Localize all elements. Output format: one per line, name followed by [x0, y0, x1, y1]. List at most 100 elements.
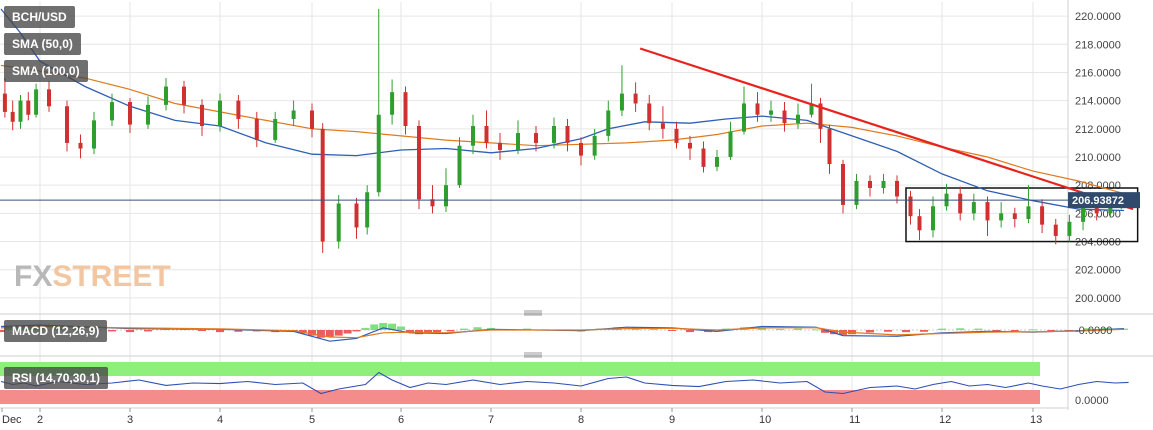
candle-body: [182, 86, 186, 105]
x-tick-label: 12: [939, 414, 951, 426]
candle-body: [376, 114, 381, 193]
candle-body: [728, 131, 733, 157]
candle-body: [854, 180, 859, 205]
macd-histogram-bar: [460, 328, 468, 330]
candle-body: [236, 100, 241, 119]
macd-histogram-bar: [379, 323, 388, 330]
candle-body: [390, 92, 395, 115]
candle-body: [146, 104, 150, 125]
macd-histogram-bar: [992, 330, 1001, 332]
macd-histogram-bar: [343, 330, 352, 334]
macd-histogram-bar: [866, 330, 874, 333]
rsi-oversold-zone: [0, 390, 1040, 404]
rsi-label[interactable]: RSI (14,70,30,1): [4, 367, 109, 389]
macd-histogram-bar: [902, 330, 910, 333]
candle-body: [498, 142, 502, 150]
candle-body: [818, 103, 823, 129]
x-tick-label: 11: [849, 414, 860, 426]
macd-histogram-bar: [308, 330, 316, 336]
candle-body: [92, 120, 96, 149]
macd-histogram-bar: [424, 330, 432, 334]
candle-body: [742, 103, 746, 132]
macd-histogram-bar: [334, 330, 343, 336]
candle-body: [26, 100, 31, 115]
macd-histogram-bar: [446, 330, 455, 332]
candle-body: [1026, 206, 1031, 219]
candle-body: [809, 103, 814, 115]
x-tick-label: 2: [37, 414, 43, 426]
candle-body: [868, 180, 872, 188]
macd-histogram-bar: [144, 330, 152, 332]
x-tick-label: 6: [398, 414, 404, 426]
candle-body: [1040, 206, 1045, 225]
macd-label[interactable]: MACD (12,26,9): [4, 320, 108, 342]
macd-histogram-bar: [812, 329, 820, 331]
y-tick-label: 212.0000: [1075, 124, 1121, 136]
macd-histogram-bar: [325, 330, 334, 337]
candle-body: [958, 193, 963, 214]
x-tick-label: 7: [488, 414, 494, 426]
candle-body: [444, 185, 448, 207]
candle-body: [254, 118, 259, 141]
y-tick-label: 202.0000: [1075, 265, 1121, 277]
macd-histogram-bar: [1029, 329, 1037, 331]
candle-body: [908, 196, 913, 217]
candle-body: [1108, 203, 1113, 214]
macd-histogram-bar: [649, 328, 658, 330]
candle-body: [403, 92, 408, 126]
candle-body: [619, 93, 624, 111]
x-tick-label: 9: [669, 414, 675, 426]
y-tick-label: 216.0000: [1075, 67, 1121, 79]
candle-body: [273, 118, 278, 141]
macd-histogram-bar: [920, 330, 928, 332]
macd-histogram-bar: [388, 323, 397, 330]
candle-body: [647, 103, 652, 124]
candle-body: [660, 123, 665, 129]
candle-body: [971, 202, 976, 214]
candle-body: [291, 110, 296, 119]
y-tick-label: 200.0000: [1075, 293, 1121, 305]
candle-body: [128, 102, 132, 125]
candle-body: [579, 142, 583, 156]
candle-body: [715, 157, 719, 167]
macd-histogram-bar: [198, 330, 206, 332]
candle-body: [552, 126, 556, 143]
candle-body: [110, 102, 114, 121]
macd-histogram-bar: [956, 328, 965, 330]
macd-y-tick: -0.0000: [1075, 325, 1112, 337]
trendline: [639, 47, 1134, 211]
range-box: [905, 187, 1139, 243]
x-tick-label: 13: [1030, 414, 1042, 426]
x-tick-label: 5: [309, 414, 315, 426]
macd-histogram-bar: [370, 324, 379, 330]
candle-body: [2, 93, 7, 112]
candle-body: [534, 133, 538, 143]
macd-histogram-bar: [758, 328, 766, 330]
candle-body: [999, 213, 1004, 221]
candle-body: [1067, 221, 1072, 236]
candle-body: [417, 126, 421, 200]
y-tick-label: 214.0000: [1075, 96, 1121, 108]
candle-body: [769, 110, 773, 115]
sma50-label[interactable]: SMA (50,0): [4, 33, 81, 55]
rsi-y-tick: 0.0000: [1075, 395, 1109, 407]
macd-histogram-bar: [397, 326, 405, 330]
sma100-label[interactable]: SMA (100,0): [4, 60, 88, 82]
y-tick-label: 218.0000: [1075, 39, 1121, 51]
candle-body: [310, 110, 314, 129]
candle-body: [18, 100, 23, 122]
y-tick-label: 210.0000: [1075, 152, 1121, 164]
price-tag-bg: [1068, 192, 1140, 209]
rsi-line: [0, 371, 1129, 395]
candle-body: [78, 142, 83, 149]
macd-histogram-bar: [361, 327, 370, 330]
candle-body: [606, 110, 611, 136]
macd-histogram-bar: [126, 330, 134, 333]
symbol-label[interactable]: BCH/USD: [4, 6, 75, 28]
candle-body: [164, 86, 168, 105]
candle-body: [674, 128, 679, 143]
price-tag: 206.93872: [1072, 195, 1124, 207]
x-tick-label: 8: [578, 414, 584, 426]
